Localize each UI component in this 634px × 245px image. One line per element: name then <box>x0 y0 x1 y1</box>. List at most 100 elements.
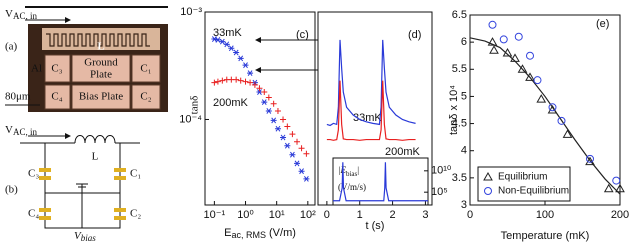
data-point <box>298 168 305 175</box>
y-tick-label: 6.5 <box>452 9 467 21</box>
data-point <box>274 125 281 132</box>
data-point <box>247 70 254 77</box>
input-main: V <box>5 124 13 136</box>
inset-label-sub: bias <box>346 170 358 178</box>
data-point <box>489 45 499 54</box>
x-tick-label: 2 <box>390 209 396 221</box>
data-point <box>233 49 240 56</box>
plot-frame <box>317 11 433 206</box>
data-point <box>280 116 287 123</box>
legend-marker <box>483 171 493 181</box>
x-tick-label: 200 <box>611 209 629 221</box>
legend-frame <box>477 166 571 202</box>
cap-pad <box>44 84 71 110</box>
cap-pad <box>131 84 161 110</box>
y-axis-label: tanδ <box>189 96 201 115</box>
data-point <box>585 156 595 166</box>
cap-plate <box>39 208 51 212</box>
inductor <box>74 135 116 144</box>
input-sub: AC, in <box>13 11 38 21</box>
data-point <box>536 94 547 103</box>
data-point <box>294 138 301 145</box>
material-label: Al <box>31 63 42 75</box>
data-point <box>247 79 254 86</box>
x-tick-label: 10¹ <box>269 209 285 221</box>
cap-pad <box>44 54 71 83</box>
cap-plate <box>39 168 51 172</box>
series-label: 200mK <box>385 146 421 158</box>
y-tick-label: 10¹⁰ <box>431 165 452 177</box>
y-tick-label: 10⁻⁴ <box>179 113 202 125</box>
inset-label-end: | <box>357 165 359 175</box>
meander <box>46 33 150 47</box>
data-point <box>219 77 226 84</box>
series-label: 33mK <box>353 112 382 124</box>
panel-b: VAC, in L C₃ C₁ C₄ C₂ Vbias (b) <box>5 124 141 244</box>
cap-label: C₃ <box>51 63 62 75</box>
data-point <box>261 99 268 106</box>
data-point <box>211 79 218 86</box>
x-axis-label: t (s) <box>366 220 385 232</box>
data-point <box>270 100 277 107</box>
plate-label: Ground <box>84 57 118 69</box>
data-point <box>237 55 244 62</box>
cap-label: C₁ <box>140 63 151 75</box>
cap-label: C₂ <box>140 91 151 103</box>
cap-plate <box>39 176 51 180</box>
x-tick-label: 3 <box>422 209 428 221</box>
data-point <box>237 77 244 84</box>
cap-plate <box>114 208 126 212</box>
data-point <box>612 176 621 185</box>
data-point <box>274 107 281 114</box>
data-point <box>526 51 534 60</box>
input-sub: AC, in <box>13 127 38 137</box>
data-line <box>326 39 416 127</box>
series-label: 33mK <box>213 27 242 39</box>
legend-label: Non-Equilibrium <box>498 186 569 197</box>
legend-marker <box>484 187 492 195</box>
plate-label: Bias Plate <box>79 91 123 103</box>
data-point <box>510 53 520 62</box>
data-point <box>294 160 301 167</box>
series-label: 200mK <box>213 97 249 109</box>
data-point <box>280 134 287 141</box>
data-point <box>502 47 513 57</box>
data-point <box>261 89 268 96</box>
data-point <box>211 36 218 42</box>
inset-frame <box>332 157 429 206</box>
cap-label: C₄ <box>51 91 62 103</box>
panel-a: VAC, in L C₃ C₁ C₄ C₂ Ground Plate Bias … <box>5 6 168 112</box>
data-point <box>219 38 226 45</box>
data-point <box>514 32 523 41</box>
bias-main: V <box>74 230 82 242</box>
legend-label: Equilibrium <box>498 172 547 183</box>
input-main: V <box>5 8 13 20</box>
bias-sub: bias <box>81 233 97 243</box>
data-point <box>547 104 558 114</box>
panel-label: (a) <box>5 41 18 53</box>
data-point <box>242 62 249 69</box>
data-point <box>289 131 296 138</box>
data-point <box>214 78 221 85</box>
y-tick-label: 5.5 <box>452 63 467 75</box>
data-point <box>233 76 240 83</box>
cap-plate <box>114 168 126 172</box>
y-tick-label: 3.5 <box>452 172 467 184</box>
panel-label: (e) <box>596 18 609 30</box>
y-tick-label: 4 <box>461 145 467 157</box>
data-point <box>603 183 614 193</box>
cap-label: C₂ <box>130 208 141 220</box>
data-point <box>284 123 291 130</box>
data-line <box>326 80 416 141</box>
inductor-label: L <box>92 151 99 163</box>
data-point <box>303 175 310 182</box>
input-label: VAC, in <box>5 8 37 22</box>
x-tick-label: 0 <box>467 209 473 221</box>
data-point <box>499 35 508 44</box>
data-point <box>557 116 566 125</box>
y-tick-label: 6 <box>461 36 467 48</box>
data-point <box>562 129 573 138</box>
y-tick-label: 4.5 <box>452 117 467 129</box>
cap-pad <box>131 54 161 83</box>
